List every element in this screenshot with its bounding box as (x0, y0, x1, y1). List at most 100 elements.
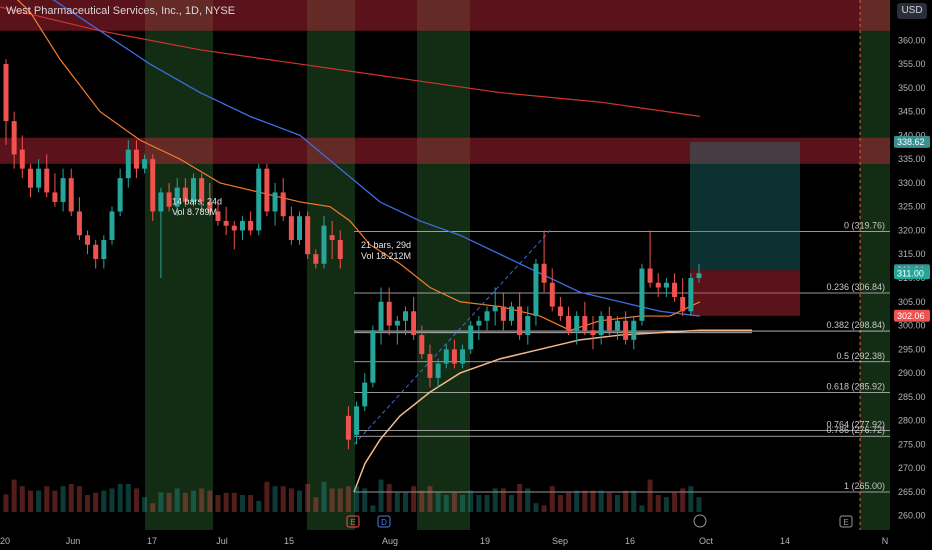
candle (451, 339, 457, 512)
candle-body (174, 187, 180, 207)
volume-bar (460, 495, 466, 512)
candle (639, 263, 645, 512)
volume-bar (142, 497, 148, 512)
stop-zone (690, 270, 800, 316)
time-tick-label: N (882, 536, 889, 546)
candle (647, 230, 653, 512)
candle-body (386, 301, 392, 326)
volume-bar (305, 484, 311, 512)
candle (158, 187, 164, 512)
time-tick-label: Jun (66, 536, 81, 546)
candle (125, 140, 131, 512)
candle-body (133, 149, 139, 169)
candle (345, 406, 351, 512)
candle-body (680, 297, 686, 312)
candle-body (305, 216, 311, 255)
fib-level-label: 0.382 (298.84) (826, 320, 885, 330)
candle (427, 344, 433, 512)
candle (672, 273, 678, 512)
candle-body (36, 168, 42, 188)
volume-bar (36, 490, 42, 512)
volume-bar (272, 486, 278, 512)
target-zone (690, 141, 800, 271)
candle (476, 316, 482, 512)
candle-body (248, 220, 254, 231)
candle (44, 154, 50, 512)
volume-bar (3, 494, 9, 512)
candle (166, 182, 172, 512)
session-zone-1 (307, 0, 355, 530)
candle-body (623, 320, 629, 340)
candle-body (672, 282, 678, 298)
candle (435, 358, 441, 512)
candle-body (93, 244, 99, 259)
price-tick-label: 350.00 (898, 83, 926, 93)
candle-body (688, 278, 694, 312)
session-zone-0 (145, 0, 213, 530)
volume-bar (663, 497, 669, 512)
candle-body (288, 216, 294, 240)
price-tick-label: 295.00 (898, 344, 926, 354)
event-marker: E (346, 515, 360, 528)
price-tick-label: 270.00 (898, 463, 926, 473)
volume-bar (614, 495, 620, 512)
measure-annotation: 14 bars, 24d (172, 196, 222, 206)
candle-body (647, 268, 653, 283)
volume-bar (125, 484, 131, 512)
candle-body (492, 306, 498, 312)
price-tag-label: 338.62 (897, 137, 925, 147)
candle-body (590, 330, 596, 336)
price-tick-label: 330.00 (898, 178, 926, 188)
price-tag-label: 311.00 (897, 268, 924, 278)
volume-bar (623, 490, 629, 512)
fib-level-label: 0.764 (277.92) (826, 420, 885, 430)
price-tag-bg (894, 135, 930, 148)
time-tick-label: 15 (284, 536, 294, 546)
candle-body (541, 263, 547, 283)
candle-body (231, 225, 237, 231)
candle-body (68, 178, 74, 212)
candle-body (280, 192, 286, 217)
time-tick-label: Aug (382, 536, 398, 546)
event-marker: D (377, 515, 391, 528)
time-tick-label: Oct (699, 536, 714, 546)
candle-body (256, 168, 262, 231)
candle-body (598, 316, 604, 336)
volume-bar (688, 486, 694, 512)
avwap-line (353, 329, 752, 493)
event-marker-box (346, 515, 360, 528)
volume-bar (427, 486, 433, 512)
volume-bar (182, 492, 188, 512)
candle (133, 140, 139, 512)
currency-button[interactable]: USD (897, 3, 927, 19)
volume-bar (590, 490, 596, 512)
volume-bar (321, 481, 327, 512)
volume-bar (451, 492, 457, 512)
volume-bar (394, 492, 400, 512)
candle-body (427, 354, 433, 378)
price-tick-label: 325.00 (898, 202, 926, 212)
candle (566, 306, 572, 512)
candle-body (3, 64, 9, 122)
candle-body (533, 263, 539, 317)
volume-bar (191, 490, 197, 512)
volume-bar (606, 492, 612, 512)
volume-bar (370, 505, 376, 512)
event-marker-label: D (381, 518, 387, 527)
volume-bar (158, 492, 164, 512)
volume-bar (288, 488, 294, 512)
sma-red-line (0, 6, 701, 117)
volume-bar (174, 488, 180, 512)
volume-bar (93, 492, 99, 512)
candle-body (321, 225, 327, 264)
volume-bar (19, 486, 25, 512)
candle (378, 287, 384, 512)
candle (362, 373, 368, 512)
candle (688, 273, 694, 512)
candle-body (158, 192, 164, 212)
candle (174, 178, 180, 512)
candle-body (52, 192, 58, 202)
candle (3, 59, 9, 512)
candle-body (85, 235, 91, 245)
